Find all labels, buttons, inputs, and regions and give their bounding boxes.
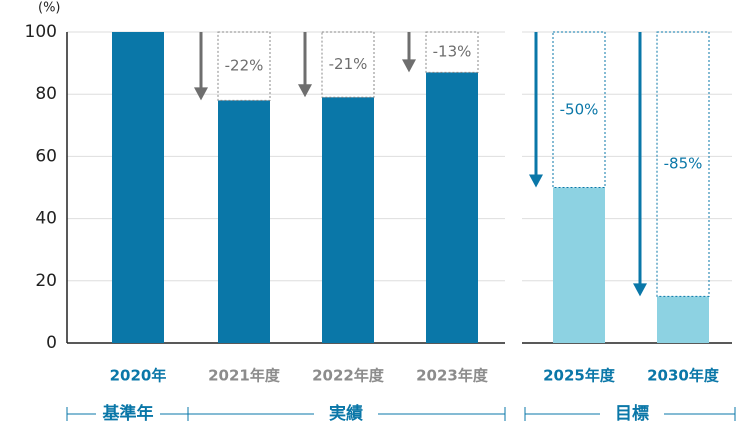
group-label: 基準年	[102, 403, 154, 424]
change-box	[552, 31, 606, 188]
bar	[553, 187, 605, 343]
change-label: -50%	[560, 100, 599, 118]
x-tick-label: 2021年度	[208, 367, 281, 385]
bar	[657, 296, 709, 343]
change-arrow-head	[633, 283, 647, 297]
y-axis-label: (%)	[38, 1, 61, 16]
x-tick-label: 2023年度	[416, 367, 489, 385]
bar	[112, 32, 164, 343]
change-box	[321, 31, 375, 98]
change-box	[425, 31, 479, 73]
x-tick-label: 2022年度	[312, 367, 385, 385]
y-tick-label: 60	[35, 146, 57, 166]
change-label: -22%	[225, 57, 264, 75]
change-label: -21%	[329, 55, 368, 73]
change-label: -85%	[664, 155, 703, 173]
y-tick-label: 100	[25, 22, 57, 42]
group-label: 実績	[329, 403, 363, 424]
change-arrow-head	[194, 87, 208, 101]
bar	[426, 72, 478, 344]
change-label: -13%	[433, 43, 472, 61]
x-tick-label: 2025年度	[543, 367, 616, 385]
change-arrow-head	[402, 59, 416, 73]
x-tick-label: 2030年度	[647, 367, 720, 385]
change-arrow-head	[298, 84, 312, 98]
change-box	[217, 31, 271, 101]
y-tick-label: 0	[46, 333, 57, 353]
y-tick-label: 80	[35, 84, 57, 104]
bar	[218, 100, 270, 343]
y-tick-label: 40	[35, 209, 57, 229]
y-tick-label: 20	[35, 271, 57, 291]
change-arrow-head	[529, 174, 543, 188]
change-box	[656, 31, 710, 297]
bar	[322, 97, 374, 343]
x-tick-label: 2020年	[110, 367, 167, 385]
group-label: 目標	[615, 403, 649, 424]
